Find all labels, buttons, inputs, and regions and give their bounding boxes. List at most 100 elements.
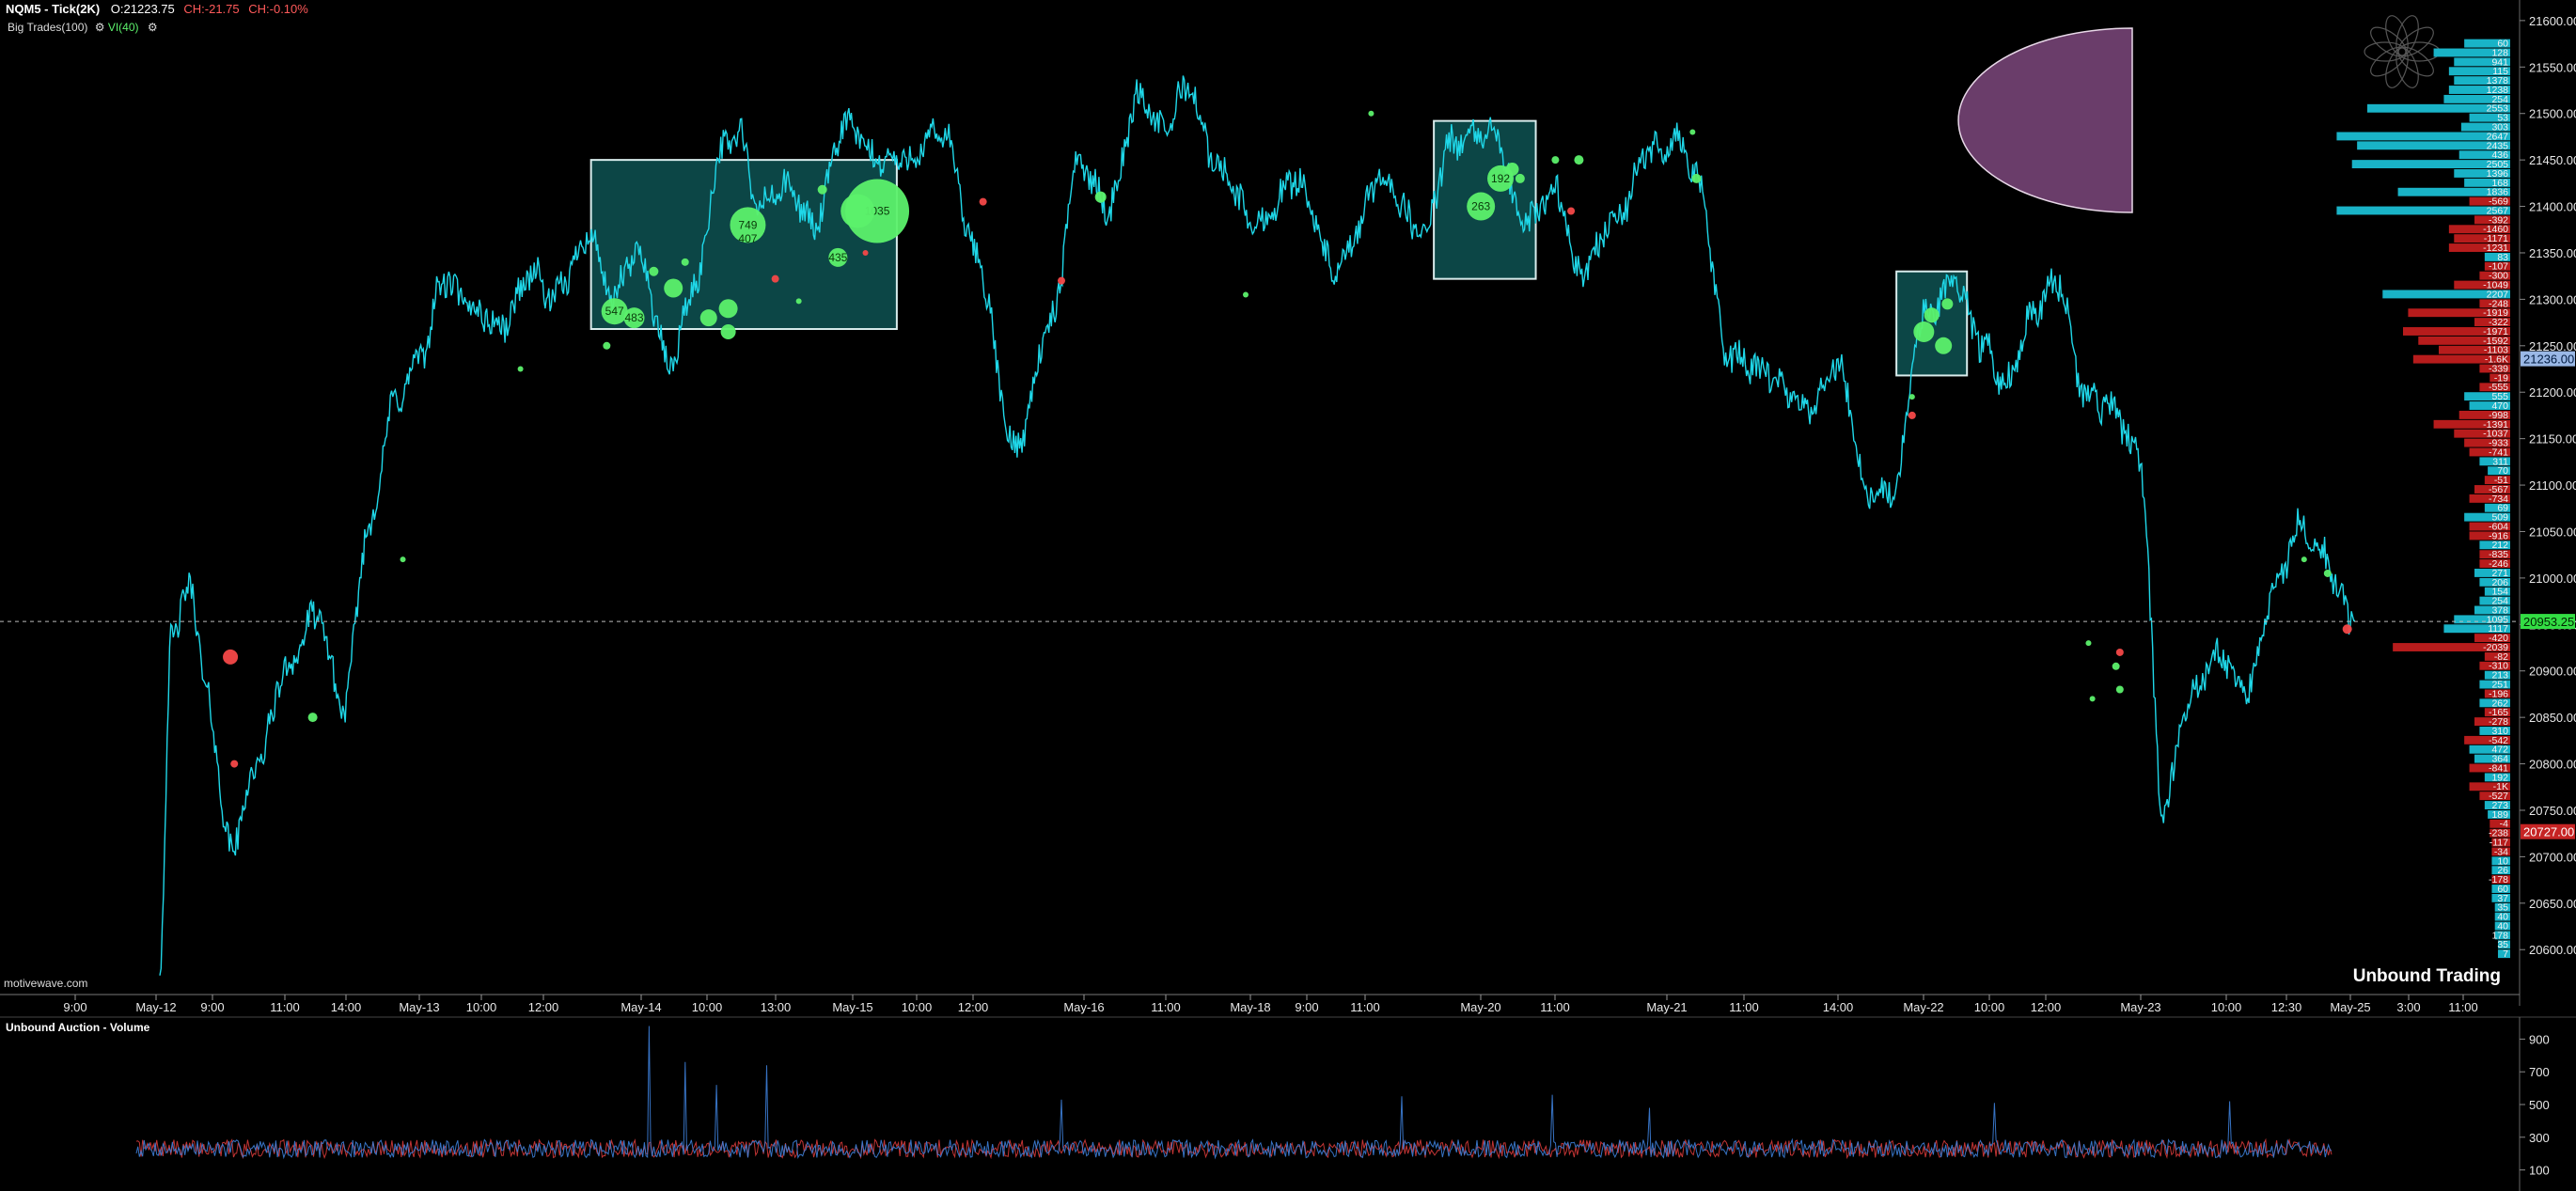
profile-label: 1117 — [2488, 623, 2508, 635]
big-trade-bubble[interactable] — [400, 556, 406, 563]
box-1[interactable] — [589, 159, 898, 331]
big-trade-bubble[interactable] — [720, 323, 736, 339]
price-tick-label: 21550.00 — [2529, 60, 2576, 74]
big-trade-bubble[interactable] — [840, 194, 875, 228]
big-trade-bubble[interactable] — [1467, 192, 1496, 221]
profile-label: 70 — [2497, 465, 2508, 477]
profile-bar — [2494, 931, 2510, 940]
big-trade-bubble[interactable] — [681, 258, 689, 266]
price-tick-label: 21500.00 — [2529, 107, 2576, 121]
profile-label: -1K — [2493, 781, 2508, 792]
profile-label: 1378 — [2487, 75, 2509, 86]
big-trade-bubble[interactable] — [730, 207, 766, 243]
profile-bar — [2448, 243, 2510, 252]
gear-icon[interactable]: ⚙ — [147, 21, 158, 34]
big-trade-bubble[interactable] — [1941, 298, 1954, 310]
profile-bar — [2474, 634, 2510, 643]
big-trade-bubble[interactable] — [2089, 696, 2096, 702]
big-trade-bubble[interactable] — [718, 299, 738, 319]
big-trade-bubble[interactable] — [2323, 569, 2332, 577]
big-trade-bubble[interactable] — [1689, 129, 1696, 135]
profile-bar — [2433, 419, 2510, 429]
time-tick-label: 10:00 — [692, 1000, 723, 1014]
big-trade-bubble[interactable] — [649, 266, 659, 276]
big-trade-bubble[interactable] — [1368, 110, 1374, 117]
profile-bar — [2479, 550, 2510, 559]
big-trade-bubble[interactable] — [230, 760, 239, 768]
big-trade-bubble[interactable] — [1551, 156, 1560, 165]
big-trade-bubble[interactable] — [1567, 207, 1576, 215]
price-axis[interactable]: 21600.00 21550.00 21500.00 21450.00 21400.00… — [2519, 0, 2576, 1006]
profile-bar — [2336, 132, 2510, 141]
big-trade-bubble[interactable] — [1935, 337, 1953, 354]
big-trade-label: 263 — [1471, 200, 1490, 213]
big-trade-bubble[interactable] — [307, 713, 318, 723]
profile-label: -1037 — [2483, 429, 2508, 440]
big-trade-bubble[interactable] — [664, 278, 683, 298]
big-trade-bubble[interactable] — [1515, 173, 1525, 183]
profile-bar — [2469, 782, 2510, 791]
big-trade-bubble[interactable] — [795, 298, 802, 305]
symbol-label[interactable]: NQM5 - Tick(2K) — [6, 2, 101, 16]
volume-panel[interactable]: 900 700 500 300 100 — [0, 1016, 2576, 1191]
big-trade-bubble[interactable] — [1924, 307, 1940, 323]
profile-label: 271 — [2491, 568, 2508, 579]
watermark: motivewave.com — [4, 977, 87, 990]
big-trade-label: 407 — [738, 232, 757, 245]
box-3[interactable] — [1895, 270, 1969, 377]
gear-icon[interactable]: ⚙ — [94, 21, 105, 34]
big-trade-bubble[interactable] — [1908, 394, 1915, 400]
price-tick-label: 20650.00 — [2529, 897, 2576, 911]
profile-label: -542 — [2489, 735, 2508, 746]
profile-bar — [2497, 949, 2510, 959]
big-trade-bubble[interactable] — [2342, 624, 2352, 635]
time-tick-label: 9:00 — [1295, 1000, 1318, 1014]
time-axis[interactable]: 9:00 May-12 9:00 11:00 14:00 May-13 10:00 12:00… — [0, 994, 2520, 1014]
profile-shape — [1957, 27, 2133, 213]
big-trade-bubble[interactable] — [1691, 173, 1702, 183]
big-trade-bubble[interactable] — [2085, 640, 2092, 647]
big-trade-bubble[interactable] — [699, 309, 717, 327]
big-trade-bubble[interactable] — [1574, 155, 1584, 165]
big-trade-bubble[interactable] — [771, 274, 779, 283]
profile-label: 212 — [2491, 540, 2508, 551]
big-trade-bubble[interactable] — [2115, 648, 2124, 656]
profile-bar — [2454, 429, 2510, 438]
profile-label: -1971 — [2483, 326, 2508, 337]
big-trade-bubble[interactable] — [1913, 321, 1935, 342]
big-trade-bubble[interactable] — [862, 249, 869, 256]
big-trade-bubble[interactable] — [1242, 291, 1249, 298]
price-tag-low — [2521, 823, 2575, 839]
volume-series-blue — [135, 1026, 2333, 1160]
profile-bar — [2484, 261, 2510, 271]
vi-study[interactable]: VI(40) — [107, 21, 139, 34]
profile-bar — [2336, 206, 2510, 215]
big-trade-bubble[interactable] — [1058, 276, 1066, 285]
big-trade-bubble[interactable] — [517, 366, 524, 372]
profile-label: 83 — [2497, 252, 2508, 263]
big-trade-bubble[interactable] — [2112, 662, 2120, 670]
big-trade-bubble[interactable] — [817, 184, 827, 195]
big-trade-bubble[interactable] — [2115, 685, 2124, 694]
big-trade-bubble[interactable] — [1505, 163, 1519, 177]
big-trade-bubble[interactable] — [603, 341, 611, 350]
time-tick-label: 10:00 — [902, 1000, 933, 1014]
big-trade-bubble[interactable] — [1094, 191, 1107, 203]
big-trade-bubble[interactable] — [2301, 556, 2307, 563]
big-trade-bubble[interactable] — [1908, 411, 1916, 419]
big-trade-bubble[interactable] — [828, 247, 848, 267]
profile-label: 1396 — [2487, 168, 2509, 180]
big-trade-bubble[interactable] — [979, 197, 987, 206]
price-tick-label: 20900.00 — [2529, 665, 2576, 679]
profile-bar — [2469, 494, 2510, 503]
profile-bar — [2474, 318, 2510, 327]
brand-label: Unbound Trading — [2353, 966, 2501, 986]
profile-label: 115 — [2492, 66, 2508, 77]
big-trade-bubble[interactable] — [601, 298, 628, 325]
purple-half-ellipse — [1957, 27, 2133, 213]
big-trades-study[interactable]: Big Trades(100) — [8, 21, 88, 34]
big-trade-bubble[interactable] — [223, 649, 239, 665]
big-trade-bubble[interactable] — [623, 307, 645, 329]
